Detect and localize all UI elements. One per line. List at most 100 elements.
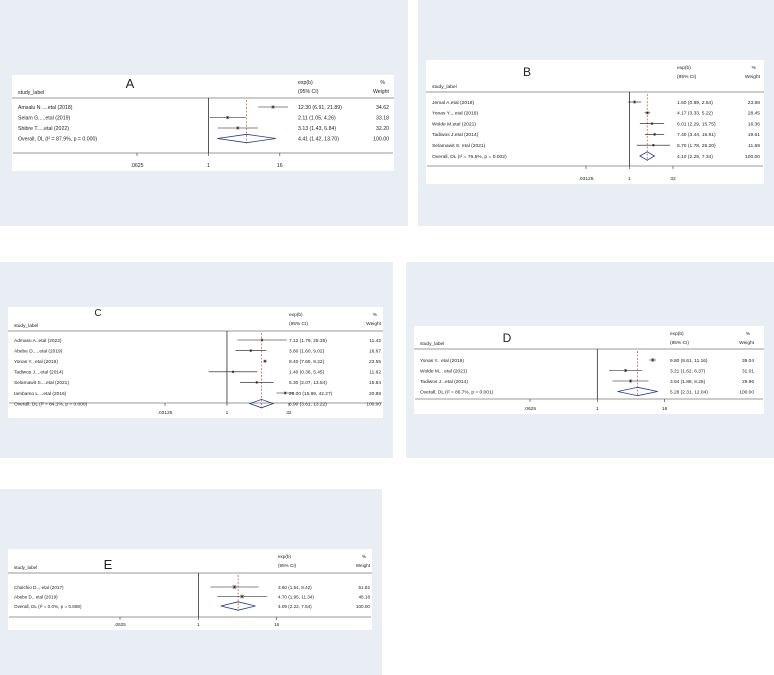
overall-weight-text: 100.00	[745, 154, 760, 160]
weight-header: Weight	[366, 321, 382, 327]
weight-header: Weight	[373, 89, 390, 95]
estimate-ci-text: 7.12 (1.79, 28.35)	[289, 338, 327, 344]
study-label-header: study_label	[432, 84, 457, 90]
overall-estimate-text: 5.28 (2.31, 12.04)	[670, 389, 708, 395]
effect-header: exp(b)	[677, 65, 691, 71]
overall-diamond	[220, 601, 256, 611]
study-label: Abebe D.....etal (2019)	[14, 348, 63, 354]
estimate-ci-text: 3.21 (1.62, 6.37)	[670, 368, 706, 374]
point-estimate	[653, 133, 656, 136]
estimate-ci-text: 6.70 (1.78, 25.20)	[677, 143, 716, 149]
panel-letter: D	[503, 331, 512, 345]
point-estimate	[651, 122, 653, 125]
point-estimate	[633, 101, 636, 103]
weight-header: Weight	[739, 340, 755, 346]
weight-header: Weight	[745, 74, 761, 80]
study-label: Tadiwos J....etal (2014)	[14, 370, 64, 376]
weight-text: 11.69	[748, 143, 760, 149]
overall-diamond	[617, 386, 658, 397]
point-estimate	[249, 349, 252, 352]
overall-weight-text: 100.00	[739, 389, 754, 395]
plot-card	[12, 75, 394, 171]
weight-text: 34.62	[376, 105, 389, 111]
plot-card	[426, 60, 764, 184]
weight-pct-header: %	[362, 554, 366, 559]
overall-label: Overall, DL (I² = 84.1%, p = 0.000)	[14, 401, 88, 407]
panel-letter: B	[523, 65, 531, 79]
weight-pct-header: %	[380, 80, 385, 86]
weight-text: 28.45	[748, 111, 761, 117]
study-label: Chalchio D.., etal (2017)	[14, 585, 64, 590]
point-estimate	[651, 359, 654, 361]
estimate-ci-text: 3.60 (1.54, 8.42)	[278, 585, 312, 590]
study-label-header: study_label	[420, 341, 444, 347]
study-label: Yonas Y.. etal (2019)	[420, 358, 464, 364]
x-tick-label: 16	[274, 622, 280, 627]
overall-label: Overall, DL (I² = 0.0%, p = 0.698)	[14, 604, 82, 609]
weight-text: 11.42	[369, 338, 381, 344]
study-label: Yonas Y.., etal (2019)	[432, 111, 479, 117]
x-tick-label: 1	[197, 622, 200, 627]
ci-header: (95% CI)	[278, 563, 297, 568]
overall-estimate-text: 4.09 (2.22, 7.54)	[278, 604, 312, 609]
overall-weight-text: 100.00	[366, 401, 381, 407]
weight-text: 23.88	[748, 100, 761, 106]
effect-header: exp(b)	[278, 554, 291, 559]
point-estimate	[255, 381, 258, 384]
estimate-ci-text: 26.00 (15.99, 42.27)	[289, 391, 333, 397]
weight-text: 15.84	[369, 380, 381, 386]
x-tick-label: 32	[670, 176, 676, 182]
point-estimate	[261, 339, 263, 341]
x-tick-label: 1	[596, 406, 599, 412]
study-label: Wolde M.etal (2021)	[432, 121, 476, 127]
estimate-ci-text: 1.50 (0.89, 2.54)	[677, 100, 713, 106]
ci-header: (95% CI)	[670, 340, 689, 346]
ci-header: (95% CI)	[298, 89, 319, 95]
point-estimate	[624, 369, 627, 372]
study-label-header: study_label	[18, 90, 44, 96]
study-label: Abebe D.. etal (2019)	[14, 594, 58, 599]
weight-pct-header: %	[373, 312, 378, 318]
effect-header: exp(b)	[298, 80, 313, 86]
x-tick-label: .0625	[131, 163, 144, 169]
overall-weight-text: 100.00	[356, 604, 370, 609]
weight-text: 39.04	[742, 358, 754, 364]
study-label: Jemal A.etal (2018)	[432, 100, 475, 106]
estimate-ci-text: 3.80 (1.60, 9.02)	[289, 348, 325, 354]
estimate-ci-text: 8.40 (7.65, 9.22)	[289, 359, 325, 365]
study-label: Tadiwos J...etal (2014)	[420, 379, 468, 385]
overall-label: Overall, DL (I² = 86.7%, p = 0.001)	[420, 389, 494, 395]
plot-card	[8, 549, 372, 630]
x-tick-label: 32	[286, 410, 292, 416]
weight-text: 51.82	[359, 585, 371, 590]
point-estimate	[646, 111, 649, 114]
x-tick-label: .03125	[579, 176, 594, 182]
study-label: Yonas Y.. etal (2019)	[14, 359, 58, 365]
weight-text: 16.36	[748, 121, 761, 127]
overall-diamond	[248, 398, 275, 409]
overall-estimate-text: 4.41 (1.42, 13.70)	[298, 136, 339, 142]
x-tick-label: 1	[628, 176, 631, 182]
panel-letter: E	[104, 557, 113, 572]
weight-text: 31.01	[742, 368, 754, 374]
panel-letter: C	[94, 308, 101, 319]
x-tick-label: 16	[662, 406, 668, 412]
panel-letter: A	[126, 76, 135, 91]
weight-text: 29.96	[742, 379, 754, 385]
point-estimate	[233, 586, 236, 588]
estimate-ci-text: 3.94 (1.88, 8.25)	[670, 379, 706, 385]
estimate-ci-text: 12.30 (6.91, 21.89)	[298, 105, 342, 111]
point-estimate	[652, 144, 655, 147]
point-estimate	[226, 116, 229, 119]
study-label-header: study_label	[14, 565, 37, 570]
weight-pct-header: %	[752, 65, 757, 71]
x-tick-label: 16	[277, 163, 283, 169]
weight-text: 16.67	[369, 348, 381, 354]
